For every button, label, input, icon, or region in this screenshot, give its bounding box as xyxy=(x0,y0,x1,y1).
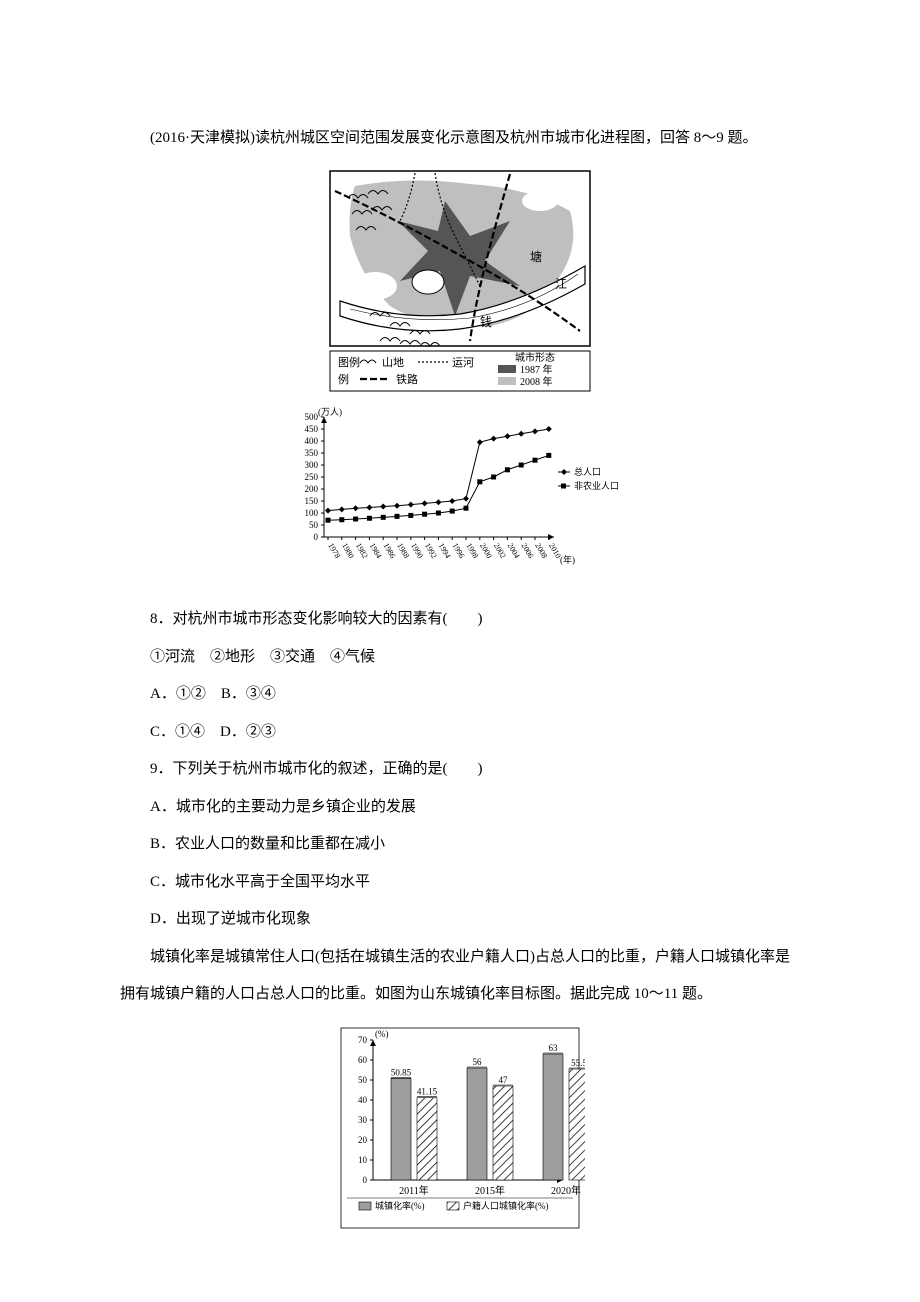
shandong-bar-chart: (%) 0 10 20 30 40 50 60 70 50.85 41.15 2011年 56 47 201… xyxy=(120,1026,800,1247)
q9-option-c: C．城市化水平高于全国平均水平 xyxy=(120,864,800,902)
svg-text:运河: 运河 xyxy=(452,356,474,369)
svg-text:1988: 1988 xyxy=(395,541,411,559)
svg-text:1998: 1998 xyxy=(464,541,480,559)
q9-option-a: A．城市化的主要动力是乡镇企业的发展 xyxy=(120,789,800,827)
svg-text:总人口: 总人口 xyxy=(574,466,601,477)
hangzhou-map-figure: 西湖 塘江钱图例 山地 运河 城市形态1987 年2008 年 例 铁路 xyxy=(120,166,800,401)
svg-text:铁路: 铁路 xyxy=(396,373,418,386)
svg-text:户籍人口城镇化率(%): 户籍人口城镇化率(%) xyxy=(463,1200,549,1211)
svg-text:150: 150 xyxy=(305,496,319,506)
svg-text:63: 63 xyxy=(549,1043,559,1053)
q8-option-a: A．①② B．③④ xyxy=(120,676,800,714)
svg-text:1984: 1984 xyxy=(368,541,384,559)
svg-text:(%): (%) xyxy=(375,1029,389,1039)
svg-text:500: 500 xyxy=(305,412,319,422)
svg-text:江: 江 xyxy=(555,277,567,291)
svg-text:2008: 2008 xyxy=(533,541,549,559)
q9-stem: 9．下列关于杭州市城市化的叙述，正确的是( ) xyxy=(120,751,800,789)
svg-text:50: 50 xyxy=(358,1075,368,1085)
svg-text:50: 50 xyxy=(309,520,319,530)
svg-text:47: 47 xyxy=(499,1075,509,1085)
svg-text:100: 100 xyxy=(305,508,319,518)
svg-text:1978: 1978 xyxy=(326,541,342,559)
q8-stem: 8．对杭州市城市形态变化影响较大的因素有( ) xyxy=(120,601,800,639)
svg-text:0: 0 xyxy=(363,1175,368,1185)
intro-text-2: 城镇化率是城镇常住人口(包括在城镇生活的农业户籍人口)占总人口的比重，户籍人口城… xyxy=(120,939,800,1014)
svg-text:西湖: 西湖 xyxy=(418,277,438,289)
q8-factors: ①河流 ②地形 ③交通 ④气候 xyxy=(120,639,800,677)
svg-text:(年): (年) xyxy=(560,554,575,565)
svg-text:70: 70 xyxy=(358,1035,368,1045)
svg-text:41.15: 41.15 xyxy=(417,1086,438,1096)
svg-text:1986: 1986 xyxy=(381,541,397,559)
svg-text:2006: 2006 xyxy=(519,541,535,559)
svg-text:1982: 1982 xyxy=(354,541,370,559)
svg-text:1996: 1996 xyxy=(450,541,466,559)
intro-text-1: (2016·天津模拟)读杭州城区空间范围发展变化示意图及杭州市城市化进程图，回答… xyxy=(120,120,800,158)
svg-text:30: 30 xyxy=(358,1115,368,1125)
svg-text:40: 40 xyxy=(358,1095,368,1105)
svg-text:2008 年: 2008 年 xyxy=(520,375,553,388)
svg-text:例: 例 xyxy=(338,372,349,386)
svg-text:2011年: 2011年 xyxy=(399,1184,429,1197)
q8-option-c: C．①④ D．②③ xyxy=(120,714,800,752)
q9-option-b: B．农业人口的数量和比重都在减小 xyxy=(120,826,800,864)
svg-text:60: 60 xyxy=(358,1055,368,1065)
svg-text:城市形态: 城市形态 xyxy=(515,351,555,364)
svg-text:山地: 山地 xyxy=(382,356,404,369)
svg-text:1980: 1980 xyxy=(340,541,356,559)
svg-text:2015年: 2015年 xyxy=(475,1184,505,1197)
svg-text:(万人): (万人) xyxy=(318,407,342,417)
svg-text:400: 400 xyxy=(305,436,319,446)
svg-text:55.5: 55.5 xyxy=(571,1058,585,1068)
svg-text:城镇化率(%): 城镇化率(%) xyxy=(375,1200,425,1211)
svg-text:塘: 塘 xyxy=(530,249,542,264)
svg-text:1990: 1990 xyxy=(409,541,425,559)
svg-text:20: 20 xyxy=(358,1135,368,1145)
svg-text:2000: 2000 xyxy=(478,541,494,559)
svg-text:2020年: 2020年 xyxy=(551,1184,581,1197)
svg-text:2002: 2002 xyxy=(492,541,508,559)
svg-text:10: 10 xyxy=(358,1155,368,1165)
q9-option-d: D．出现了逆城市化现象 xyxy=(120,901,800,939)
svg-text:2004: 2004 xyxy=(506,541,522,559)
svg-text:300: 300 xyxy=(305,460,319,470)
svg-text:钱: 钱 xyxy=(480,314,492,329)
svg-text:450: 450 xyxy=(305,424,319,434)
svg-text:1992: 1992 xyxy=(423,541,439,559)
svg-text:1994: 1994 xyxy=(437,541,453,559)
svg-text:200: 200 xyxy=(305,484,319,494)
svg-text:56: 56 xyxy=(473,1057,483,1067)
svg-text:图例: 图例 xyxy=(338,355,360,369)
svg-text:0: 0 xyxy=(314,532,319,542)
svg-text:1987 年: 1987 年 xyxy=(520,363,553,376)
svg-text:350: 350 xyxy=(305,448,319,458)
population-line-chart: (万人)050100150200250300350400450500197819… xyxy=(120,405,800,596)
svg-text:50.85: 50.85 xyxy=(391,1067,412,1077)
svg-text:非农业人口: 非农业人口 xyxy=(574,480,619,491)
svg-text:250: 250 xyxy=(305,472,319,482)
